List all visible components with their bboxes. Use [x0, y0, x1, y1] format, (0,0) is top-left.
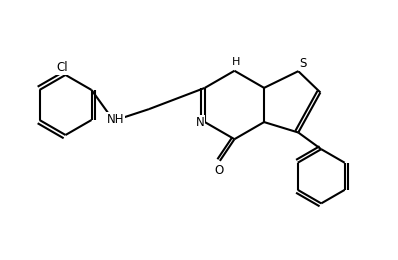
Text: S: S: [300, 57, 307, 70]
Text: NH: NH: [107, 113, 124, 126]
Text: Cl: Cl: [57, 61, 68, 74]
Text: N: N: [195, 116, 204, 129]
Text: H: H: [232, 57, 240, 67]
Text: O: O: [214, 164, 223, 177]
